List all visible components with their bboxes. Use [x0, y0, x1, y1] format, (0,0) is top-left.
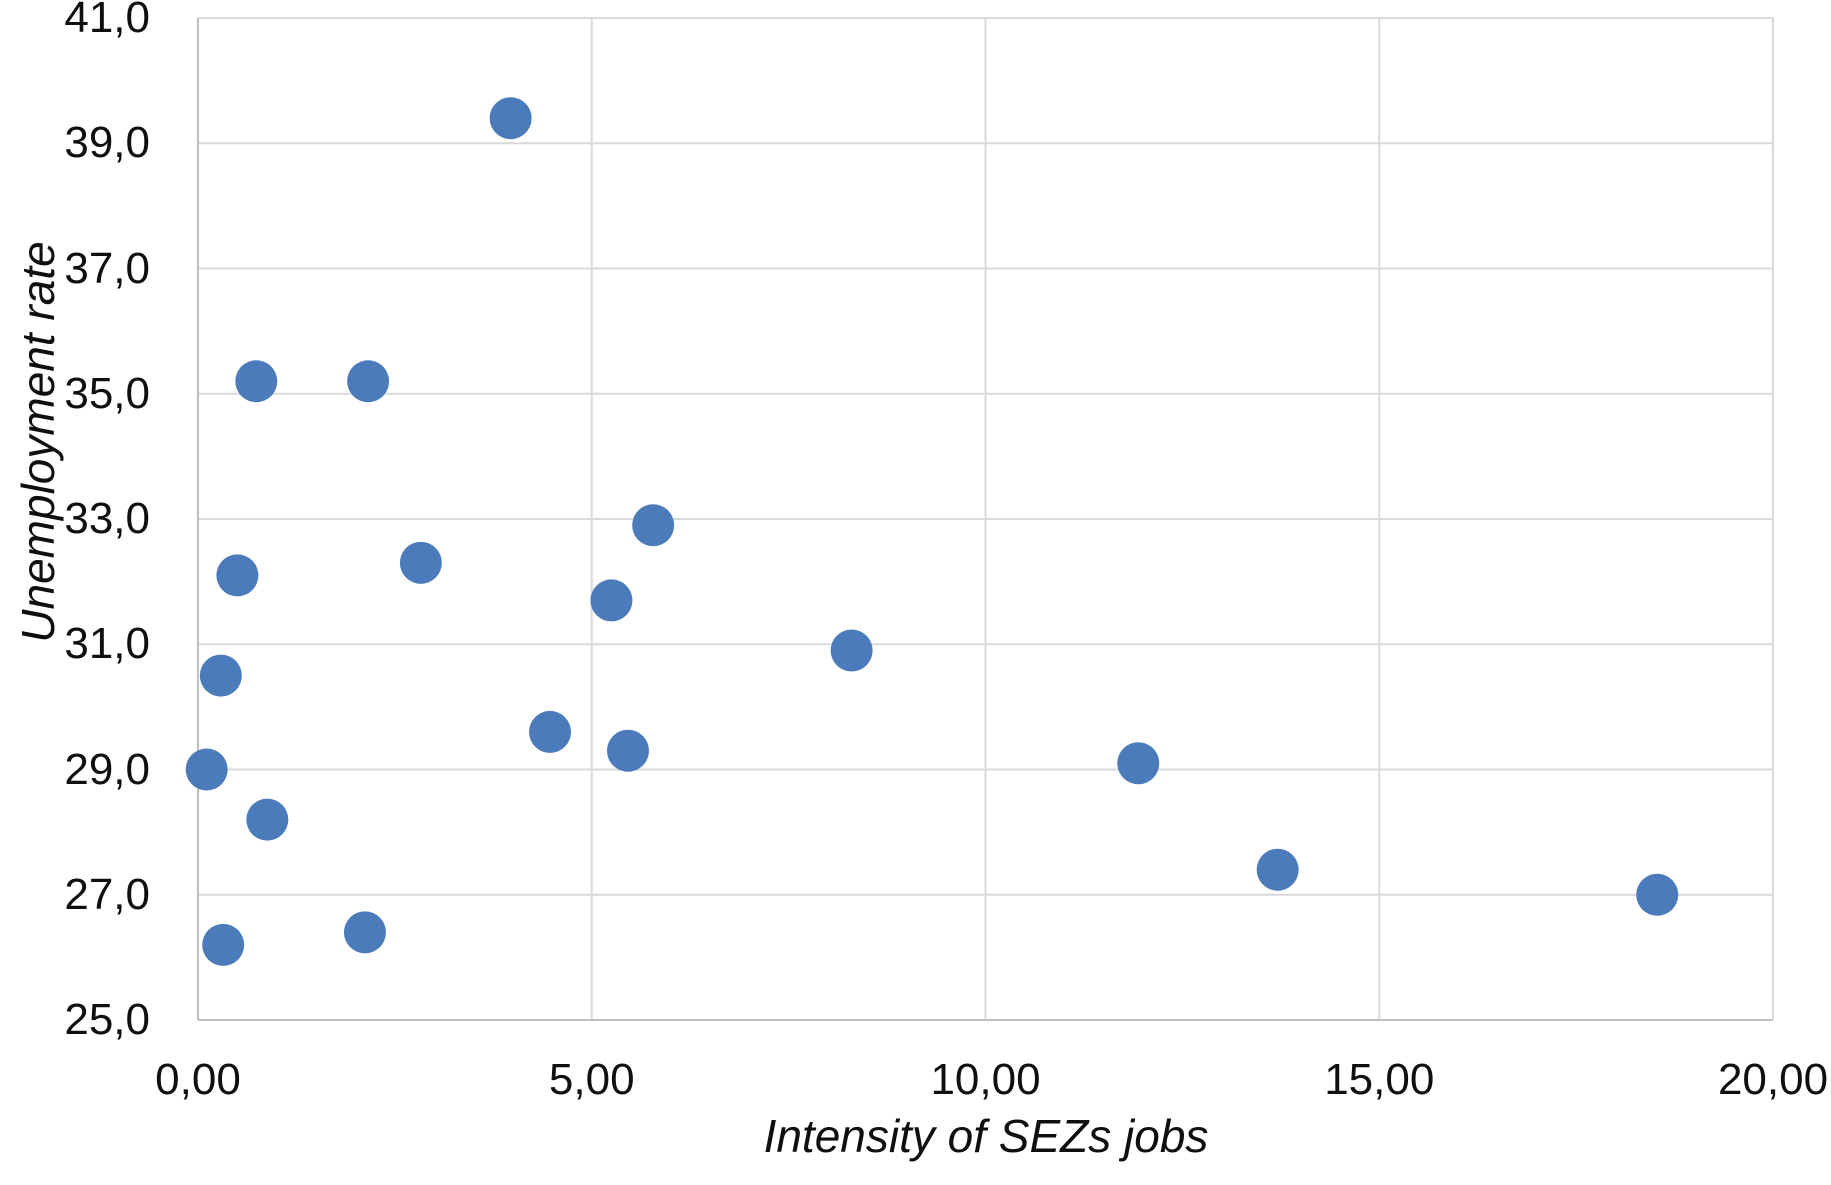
x-axis-tick-label: 5,00	[548, 1055, 635, 1104]
data-point	[1117, 742, 1160, 785]
y-axis-tick-label: 31,0	[64, 619, 150, 669]
data-point	[1636, 873, 1679, 916]
data-point	[632, 504, 675, 547]
data-point	[343, 911, 386, 954]
y-axis-tick-label: 39,0	[64, 118, 150, 168]
x-axis-tick-label: 15,00	[1324, 1055, 1435, 1104]
y-axis-tick-label: 33,0	[64, 494, 150, 543]
data-point	[347, 360, 390, 403]
data-point	[1256, 848, 1299, 891]
y-axis-tick-label: 35,0	[64, 368, 150, 418]
data-point	[606, 729, 649, 772]
y-axis-tick-label: 29,0	[64, 744, 150, 794]
data-point	[399, 541, 442, 584]
data-point	[202, 923, 245, 966]
data-point	[185, 748, 228, 791]
data-point	[489, 97, 532, 140]
data-point	[235, 360, 278, 403]
data-point	[216, 554, 259, 597]
y-axis-tick-label: 25,0	[64, 995, 150, 1044]
y-axis-tick-label: 41,0	[64, 0, 150, 42]
x-axis-tick-label: 10,00	[930, 1055, 1041, 1104]
x-axis-title: Intensity of SEZs jobs	[763, 1110, 1209, 1162]
y-axis-tick-label: 37,0	[64, 243, 150, 293]
data-point	[199, 654, 242, 697]
data-point	[529, 710, 572, 753]
x-axis-tick-label: 20,00	[1717, 1055, 1829, 1104]
data-point	[590, 579, 633, 622]
data-point	[246, 798, 289, 841]
data-point	[830, 629, 873, 672]
y-axis-tick-label: 27,0	[64, 869, 150, 919]
x-axis-tick-label: 0,00	[155, 1055, 241, 1104]
